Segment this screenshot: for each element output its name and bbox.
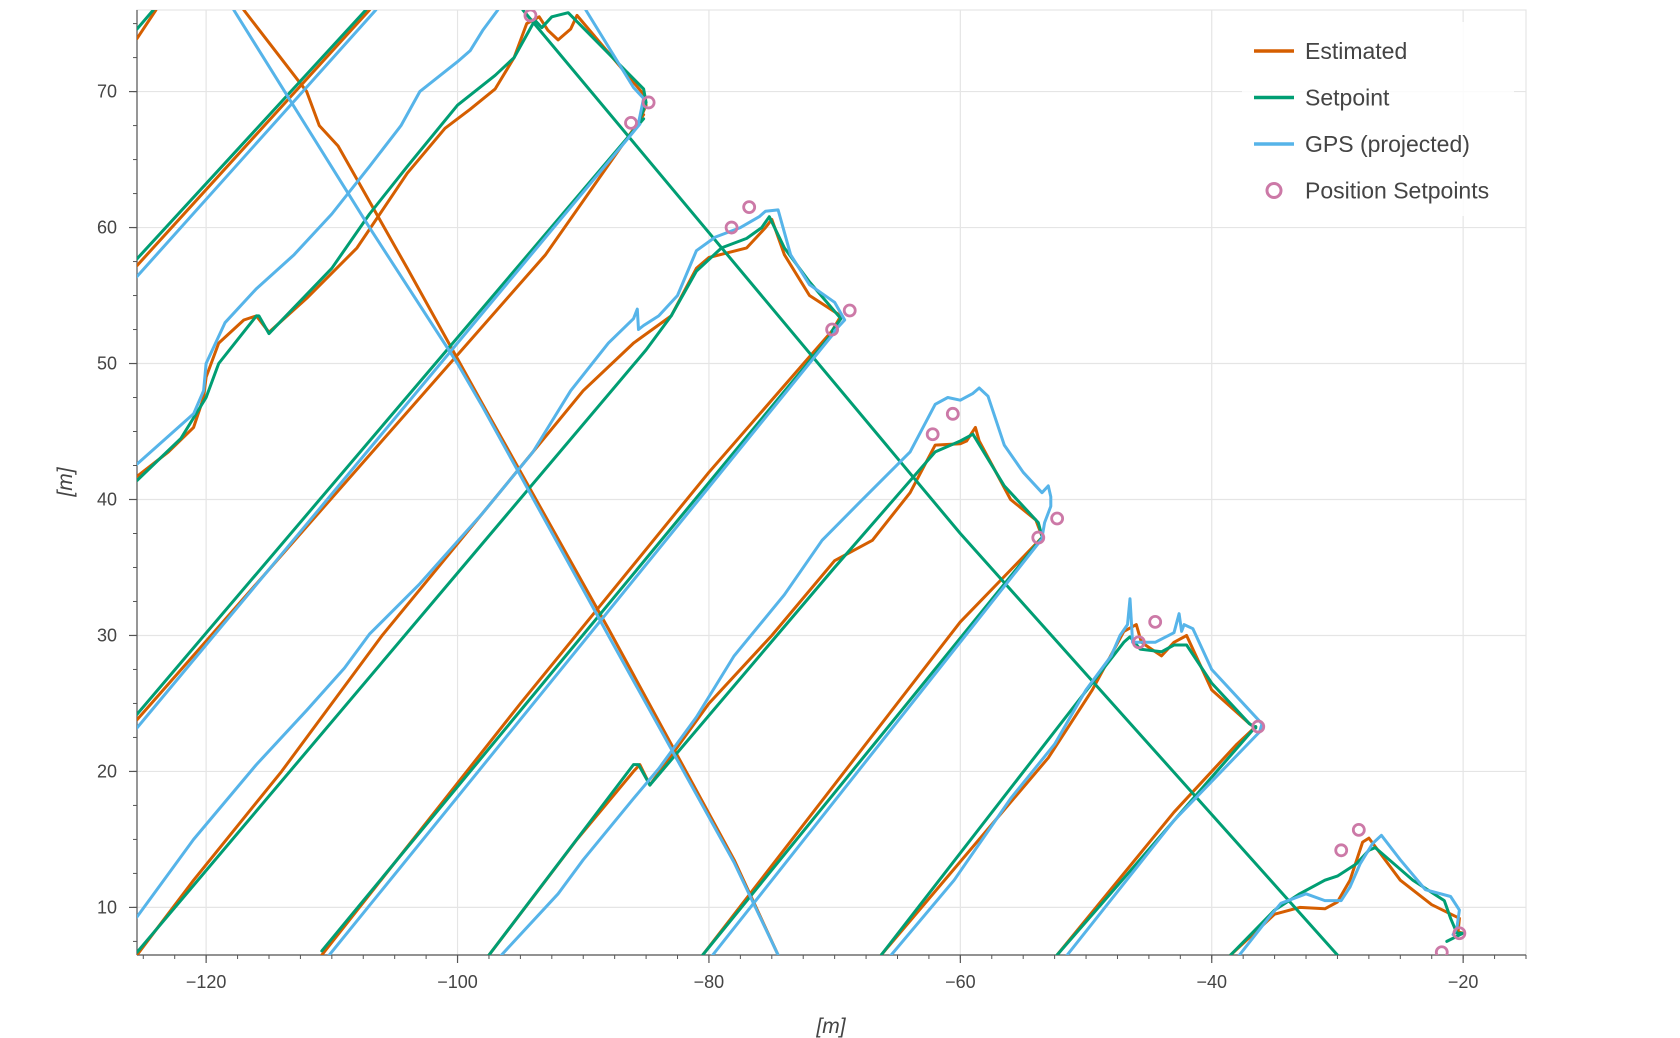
series-setpoint-path xyxy=(137,117,646,716)
y-tick-label: 40 xyxy=(97,489,117,509)
series-estimated-path xyxy=(137,10,158,41)
series-gps-projected-path xyxy=(137,122,642,730)
position-setpoint-marker xyxy=(641,95,656,110)
position-setpoint-marker xyxy=(1050,511,1065,526)
series-setpoint-path xyxy=(137,10,155,31)
y-tick-label: 10 xyxy=(97,897,117,917)
series-setpoint-path xyxy=(879,635,1258,955)
series-setpoint-path xyxy=(487,763,652,955)
series-gps-projected-path xyxy=(1237,833,1461,955)
position-setpoint-marker xyxy=(825,322,840,337)
position-setpoint-marker xyxy=(1148,614,1163,629)
position-setpoint-marker xyxy=(842,303,857,318)
legend-swatch xyxy=(1265,182,1283,199)
series-setpoint-path xyxy=(701,536,1044,955)
position-setpoint-marker xyxy=(1434,945,1449,955)
x-tick-label: −60 xyxy=(945,972,976,992)
position-setpoint-marker xyxy=(742,200,757,215)
y-tick-label: 50 xyxy=(97,354,117,374)
legend-item: GPS (projected) xyxy=(1254,131,1470,157)
series-position-setpoints xyxy=(523,10,1467,955)
series-gps-projected-path xyxy=(137,10,500,466)
x-tick-label: −40 xyxy=(1196,972,1227,992)
y-axis-label: [m] xyxy=(54,466,77,497)
legend-label: Estimated xyxy=(1305,38,1407,64)
series-setpoint-path xyxy=(648,432,1044,787)
series-estimated-path xyxy=(137,217,843,955)
series-estimated-path xyxy=(701,536,1044,955)
series-gps-projected-path xyxy=(327,330,837,955)
position-setpoint-marker xyxy=(1351,823,1366,837)
series-estimated-path xyxy=(242,10,780,955)
position-setpoint-marker xyxy=(624,115,638,130)
series-setpoint xyxy=(137,10,1465,955)
series-gps-projected-path xyxy=(137,208,847,919)
series-gps-projected-path xyxy=(584,10,646,125)
x-axis-label: [m] xyxy=(815,1015,846,1038)
series-layer xyxy=(137,10,1467,955)
x-tick-label: −100 xyxy=(437,972,478,992)
legend-box xyxy=(1242,22,1514,216)
series-estimated-path xyxy=(137,10,371,268)
series-gps-projected-path xyxy=(1065,730,1261,955)
series-setpoint-path xyxy=(137,11,648,482)
x-tick-label: −80 xyxy=(694,972,725,992)
legend: Estimated Setpoint GPS (projected) Position… xyxy=(1242,22,1514,216)
axes: −120 −100 −80 −60 −40 −20 10 20 30 40 50 60 70 xyxy=(97,10,1527,992)
position-setpoint-marker xyxy=(1334,843,1349,858)
legend-item: Estimated xyxy=(1254,38,1407,64)
series-gps-projected-path xyxy=(500,386,1053,955)
y-tick-label: 20 xyxy=(97,761,117,781)
y-tick-label: 70 xyxy=(97,82,117,102)
legend-label: Position Setpoints xyxy=(1305,178,1489,204)
position-setpoint-marker xyxy=(724,220,739,235)
position-setpoint-marker xyxy=(945,406,960,421)
position-setpoint-marker xyxy=(523,10,538,23)
legend-item: Setpoint xyxy=(1254,85,1390,111)
series-gps-projected-path xyxy=(232,10,780,955)
position-setpoint-marker xyxy=(1031,530,1046,545)
series-gps-projected-path xyxy=(137,10,378,278)
y-tick-label: 30 xyxy=(97,625,117,645)
x-tick-label: −20 xyxy=(1448,972,1479,992)
position-setpoint-marker xyxy=(1452,926,1467,941)
series-gps-projected-path xyxy=(711,538,1043,955)
series-setpoint-path xyxy=(137,10,368,261)
legend-label: GPS (projected) xyxy=(1305,131,1470,157)
position-setpoint-marker xyxy=(925,427,940,442)
position-setpoint-marker xyxy=(1131,635,1146,650)
legend-item: Position Setpoints xyxy=(1265,178,1489,204)
position-setpoint-marker xyxy=(1251,719,1266,734)
series-estimated-path xyxy=(320,329,834,955)
series-setpoint-path xyxy=(521,10,1339,955)
legend-label: Setpoint xyxy=(1305,85,1390,111)
series-setpoint-path xyxy=(320,332,834,953)
series-estimated-path xyxy=(648,425,1044,787)
y-tick-label: 60 xyxy=(97,218,117,238)
x-tick-label: −120 xyxy=(186,972,227,992)
